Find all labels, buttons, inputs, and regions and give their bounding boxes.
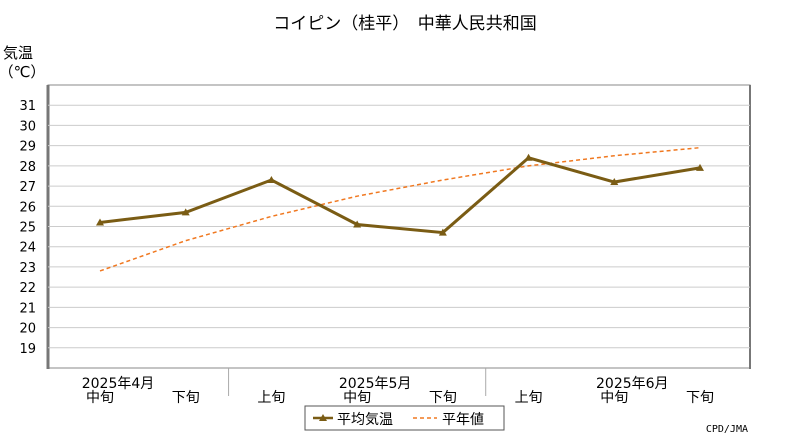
x-tick-label: 中旬 [86,390,114,406]
y-tick-label: 20 [19,322,36,337]
y-axis-ticks: 19 20 21 22 23 24 25 26 27 28 29 30 31 [19,99,36,357]
x-tick-label: 上旬 [257,390,285,406]
y-tick-label: 27 [19,180,36,195]
data-point-marker [181,208,190,216]
y-tick-label: 28 [19,160,36,175]
legend: 平均気温 平年値 [304,405,505,431]
x-month-label: 2025年4月 [82,376,155,392]
y-tick-label: 25 [19,221,36,236]
y-tick-label: 24 [19,241,36,256]
y-tick-label: 31 [19,99,36,114]
data-point-marker [96,218,104,226]
series-line-average [99,156,701,235]
data-point-marker [353,220,362,228]
x-month-label: 2025年6月 [596,376,669,392]
legend-label-series1: 平均気温 [337,412,393,428]
credit-text: CPD/JMA [706,424,748,435]
y-tick-label: 26 [19,200,36,215]
x-tick-label: 中旬 [600,390,628,406]
x-axis-ticks: 中旬 下旬 上旬 中旬 下旬 上旬 中旬 下旬 2025年4月 2025年5月 2025年6月 [82,376,714,406]
y-tick-label: 30 [19,119,36,134]
chart-title: コイピン（桂平） 中華人民共和国 [273,14,537,34]
data-point-marker [438,228,447,236]
x-tick-label: 下旬 [172,390,200,406]
y-tick-label: 22 [19,281,36,296]
x-tick-label: 下旬 [429,390,457,406]
y-tick-label: 19 [19,342,36,357]
y-axis-label-line2: （℃） [0,63,45,81]
grid-lines [48,104,750,349]
data-point-marker [524,153,533,161]
x-tick-label: 中旬 [343,390,371,406]
x-month-label: 2025年5月 [339,376,412,392]
x-axis-month-separators [228,368,487,396]
legend-label-series2: 平年値 [442,412,484,428]
legend-triangle-marker [319,414,327,421]
x-tick-label: 下旬 [686,390,714,406]
data-point-marker [696,163,704,171]
y-tick-label: 29 [19,140,36,155]
y-axis-label-line1: 気温 [3,44,33,62]
y-tick-label: 23 [19,261,36,276]
data-point-marker [267,176,276,184]
series-group [96,146,704,272]
series-line-normal [99,146,701,272]
x-tick-label: 上旬 [515,390,543,406]
data-point-marker [610,178,619,186]
y-tick-label: 21 [19,301,36,316]
